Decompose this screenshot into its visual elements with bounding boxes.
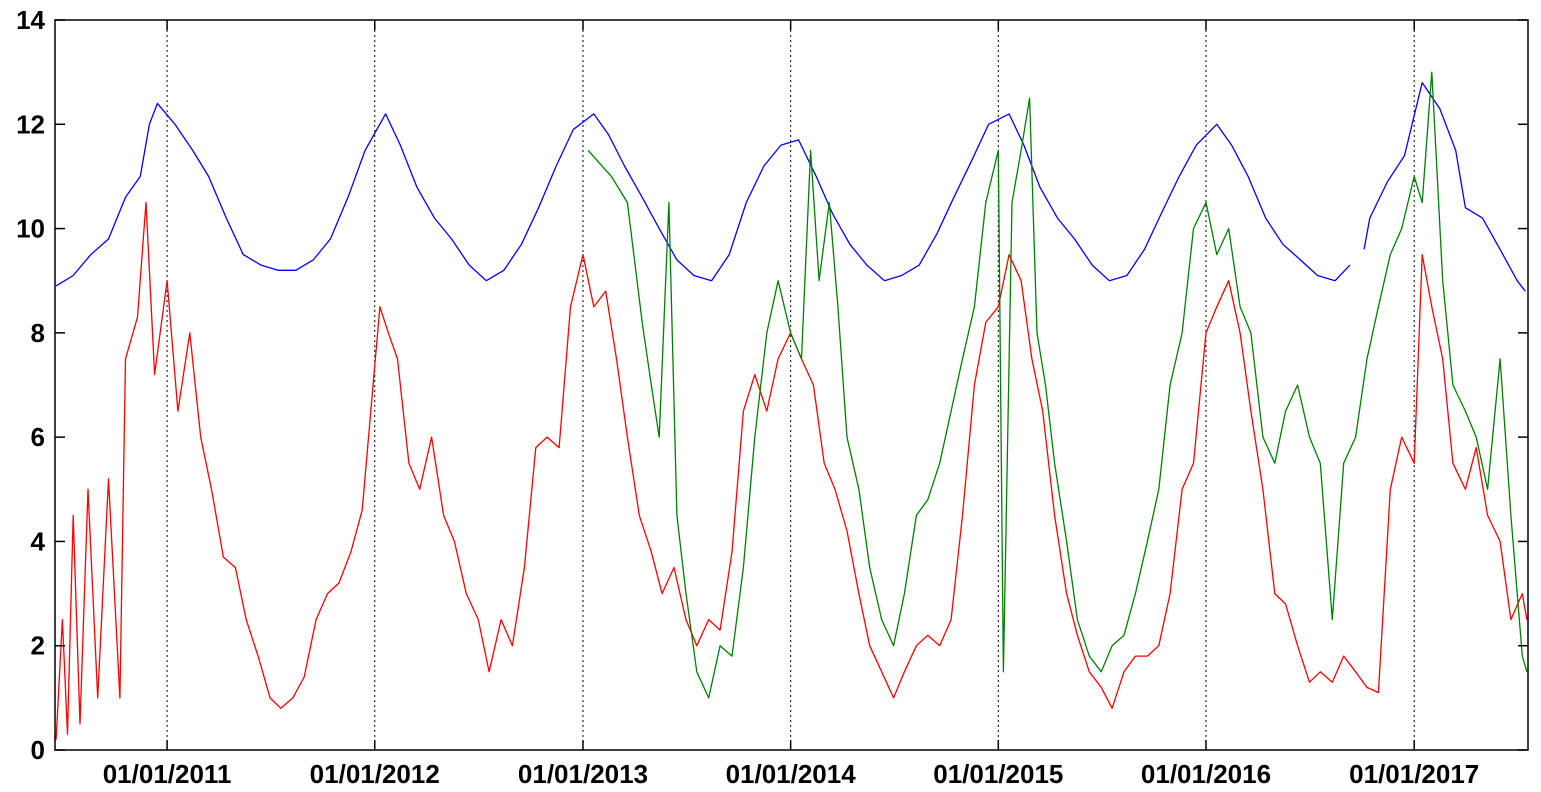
series-line-2 (55, 201, 1528, 740)
plot-frame (54, 19, 1529, 751)
x-tick-label: 01/01/2014 (726, 759, 857, 789)
x-tick-label: 01/01/2017 (1349, 759, 1479, 789)
x-axis: 01/01/2011 01/01/2012 01/01/2013 01/01/2014… (103, 20, 1479, 789)
grid-lines (166, 20, 1415, 750)
y-tick-label: 10 (16, 214, 45, 244)
x-tick-label: 01/01/2011 (103, 759, 232, 789)
y-axis: 0 2 4 6 8 10 12 14 (16, 5, 1528, 765)
series-line-3 (587, 71, 1528, 699)
x-tick-label: 01/01/2016 (1141, 759, 1271, 789)
series-layer (55, 71, 1528, 740)
y-tick-label: 2 (31, 631, 45, 661)
y-tick-label: 12 (16, 109, 45, 139)
y-tick-label: 0 (31, 735, 45, 765)
x-tick-label: 01/01/2013 (518, 759, 648, 789)
series-line-1 (55, 81, 1526, 292)
y-tick-label: 14 (16, 5, 45, 35)
y-tick-label: 4 (31, 526, 46, 556)
y-tick-label: 6 (31, 422, 45, 452)
y-tick-label: 8 (31, 318, 45, 348)
x-tick-label: 01/01/2015 (933, 759, 1063, 789)
x-tick-label: 01/01/2012 (310, 759, 440, 789)
